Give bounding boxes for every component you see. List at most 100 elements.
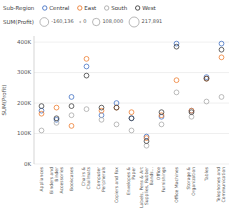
size-legend-label: 108,000 bbox=[102, 18, 123, 24]
y-axis-label: SUM(Profit) bbox=[1, 85, 7, 116]
point bbox=[219, 95, 224, 100]
grid-line bbox=[34, 103, 229, 104]
point bbox=[69, 95, 74, 100]
y-tick-label: 100K bbox=[17, 130, 31, 136]
point bbox=[99, 105, 104, 110]
size-legend-label: 217,891 bbox=[142, 18, 163, 24]
x-tick-label-line: Organization bbox=[191, 167, 196, 196]
x-tick-label-line: Tables bbox=[204, 166, 209, 182]
point bbox=[84, 73, 89, 78]
marks bbox=[39, 41, 224, 148]
point bbox=[129, 116, 134, 121]
x-tick-label: ComputerPeripherals bbox=[96, 166, 106, 192]
point bbox=[129, 110, 134, 115]
point bbox=[204, 99, 209, 104]
point bbox=[189, 110, 194, 115]
point bbox=[99, 113, 104, 118]
point bbox=[174, 44, 179, 49]
chart: Sub-Region Central East South West SUM(Profit… bbox=[0, 0, 233, 216]
x-tick-label: Office Machines bbox=[174, 166, 179, 202]
point bbox=[219, 55, 224, 60]
point bbox=[144, 143, 149, 148]
x-tick-label: Bookcases bbox=[69, 166, 74, 191]
series bbox=[39, 41, 224, 139]
point bbox=[54, 120, 59, 125]
y-axis-line bbox=[34, 36, 35, 164]
point bbox=[189, 114, 194, 119]
x-tick-label-line: Office Machines bbox=[174, 166, 179, 202]
point bbox=[129, 128, 134, 133]
x-tick-label-line: Chailmats bbox=[86, 166, 91, 189]
legend-label: West bbox=[142, 5, 156, 11]
x-tick-label: Binders andBinderAccessories bbox=[49, 166, 64, 194]
x-tick-label: Tables bbox=[204, 166, 209, 182]
x-tick-label: Copiers and Fax bbox=[114, 167, 119, 203]
y-tick-label: 0K bbox=[24, 161, 31, 167]
series bbox=[39, 55, 224, 141]
point bbox=[159, 122, 164, 127]
series bbox=[39, 90, 224, 148]
legend-swatch bbox=[78, 6, 82, 10]
grid-line bbox=[34, 72, 229, 73]
point bbox=[84, 107, 89, 112]
y-tick-label: 300K bbox=[17, 69, 31, 75]
point bbox=[69, 124, 74, 129]
x-tick-label: Labels, Pens & ArtSupplies, RubberBands.… bbox=[139, 167, 154, 208]
legend-swatch bbox=[104, 6, 108, 10]
point bbox=[114, 105, 119, 110]
point bbox=[54, 116, 59, 121]
point bbox=[159, 110, 164, 115]
point bbox=[84, 56, 89, 61]
size-legend-circle bbox=[80, 21, 81, 22]
grid-line bbox=[34, 42, 229, 43]
legend-swatch bbox=[135, 6, 139, 10]
point bbox=[174, 78, 179, 83]
point bbox=[114, 122, 119, 127]
point bbox=[204, 76, 209, 81]
x-tick-label-line: Paper bbox=[131, 167, 136, 180]
legend-title: Sub-Region bbox=[3, 5, 35, 12]
grid-line bbox=[34, 164, 229, 165]
point bbox=[39, 128, 44, 133]
point bbox=[39, 111, 44, 116]
point bbox=[84, 64, 89, 69]
y-axis: 0K 100K 200K 300K 400K bbox=[17, 36, 34, 167]
size-legend-title: SUM(Profit) bbox=[3, 19, 34, 25]
point bbox=[99, 117, 104, 122]
y-tick-label: 400K bbox=[17, 39, 31, 45]
point bbox=[174, 90, 179, 95]
size-legend-circle bbox=[40, 18, 49, 27]
x-tick-label-line: Appliances bbox=[39, 166, 44, 191]
size-legend-circle bbox=[129, 17, 139, 27]
y-tick-label: 200K bbox=[17, 100, 31, 106]
x-tick-label-line: Copiers and Fax bbox=[114, 167, 119, 203]
legend-label: Central bbox=[49, 5, 69, 11]
x-tick-label-line: Furnishings bbox=[161, 166, 166, 192]
point bbox=[114, 101, 119, 106]
point bbox=[39, 104, 44, 109]
legend: Sub-Region Central East South West bbox=[3, 5, 157, 12]
x-tick-label-line: Communication bbox=[221, 167, 226, 203]
size-legend-circle bbox=[93, 18, 100, 25]
point bbox=[144, 139, 149, 144]
point bbox=[219, 47, 224, 52]
x-tick-label: Telephones andCommunication bbox=[216, 167, 226, 203]
grid bbox=[34, 42, 229, 164]
legend-label: East bbox=[84, 5, 97, 11]
size-legend: SUM(Profit)-160,1360108,000217,891 bbox=[3, 17, 162, 27]
point bbox=[204, 76, 209, 81]
x-tick-label: Appliances bbox=[39, 166, 44, 191]
x-tick-label: Envelopes &Paper bbox=[126, 167, 136, 196]
series bbox=[39, 44, 224, 143]
point bbox=[129, 116, 134, 121]
legend-swatch bbox=[43, 6, 47, 10]
legend-label: South bbox=[111, 5, 127, 11]
point bbox=[69, 104, 74, 109]
point bbox=[114, 105, 119, 110]
x-tick-label: Chairs &Chailmats bbox=[81, 166, 91, 189]
x-tick-label-line: Bands... bbox=[149, 167, 154, 185]
x-tick-label-line: Accessories bbox=[59, 166, 64, 193]
x-tick-label: OfficeFurnishings bbox=[156, 166, 166, 192]
point bbox=[69, 113, 74, 118]
point bbox=[54, 105, 59, 110]
